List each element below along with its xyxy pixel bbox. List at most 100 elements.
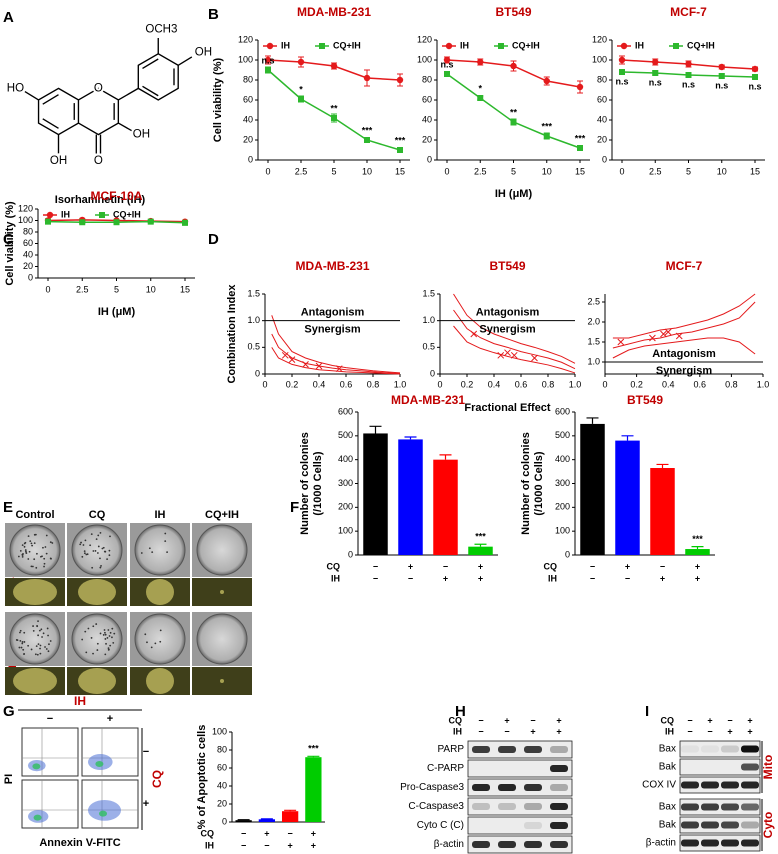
- colony-speck: [109, 631, 112, 634]
- y-tick-label: 20: [217, 798, 227, 808]
- y-tick-label: 2.5: [587, 296, 600, 306]
- flow-y-label: PI: [3, 774, 15, 784]
- colony-speck: [42, 632, 45, 635]
- data-point: [504, 349, 511, 357]
- point: [685, 60, 692, 68]
- compound-name: Isorhamnetin (IH): [55, 194, 146, 206]
- colony-speck: [47, 650, 50, 653]
- population: [88, 800, 121, 821]
- y-tick-label: 100: [592, 54, 607, 64]
- colony-speck: [85, 651, 88, 654]
- population-core: [99, 810, 107, 817]
- colony-speck: [31, 565, 34, 568]
- bond: [118, 87, 139, 101]
- point: [577, 145, 583, 151]
- condition-sign: −: [241, 840, 246, 850]
- x-tick-label: 0.8: [542, 379, 555, 389]
- condition-sign: −: [408, 573, 413, 583]
- x-tick-label: 0.6: [694, 379, 707, 389]
- ring-b: [137, 52, 179, 101]
- point: [477, 58, 484, 66]
- legend-marker: [266, 42, 274, 50]
- point: [363, 74, 371, 82]
- band: [721, 764, 739, 771]
- y-tick-label: 80: [243, 74, 253, 84]
- colony: [220, 679, 224, 683]
- data-point: [660, 330, 667, 338]
- colony-speck: [31, 544, 34, 547]
- y-tick-label: 0.5: [422, 342, 435, 352]
- panel-label: D: [208, 231, 219, 248]
- x-tick-label: 0.2: [286, 379, 299, 389]
- flow-x-label: Annexin V-FITC: [39, 837, 120, 849]
- error-bar: [307, 755, 320, 758]
- y-tick-label: 0: [248, 154, 253, 164]
- colony-speck: [97, 545, 100, 548]
- y-tick-label: 1.5: [247, 288, 260, 298]
- bar: [580, 423, 605, 555]
- point: [45, 218, 51, 225]
- significance-label: *: [478, 83, 482, 93]
- colony-speck: [41, 636, 43, 638]
- column-label: IH: [155, 509, 166, 521]
- colony: [146, 668, 174, 694]
- blot-frame: [467, 778, 573, 797]
- significance-label: *: [299, 84, 303, 94]
- error-bar: [621, 435, 634, 441]
- colony-speck: [148, 547, 151, 550]
- colony-speck: [33, 542, 36, 545]
- plate-photo: [134, 524, 186, 576]
- y-tick-label: 100: [18, 215, 33, 225]
- flow-row: +: [143, 798, 149, 810]
- condition-sign: −: [504, 726, 509, 736]
- x-tick-label: 0.4: [662, 379, 675, 389]
- band: [721, 803, 739, 811]
- y-tick-label: 300: [338, 478, 353, 488]
- x-tick-label: 10: [146, 284, 156, 294]
- x-tick-label: 0.2: [630, 379, 643, 389]
- blot-label: Bak: [659, 820, 677, 831]
- significance-label: ***: [395, 135, 406, 145]
- condition-sign: +: [504, 715, 509, 725]
- blot-frame: [679, 798, 761, 816]
- condition-sign: +: [530, 726, 535, 736]
- blot-frame: [679, 758, 761, 776]
- y-tick-label: 40: [422, 114, 432, 124]
- error-bar: [404, 436, 417, 440]
- condition-sign: −: [590, 561, 595, 571]
- colony-speck: [90, 637, 93, 639]
- section-label: Cyto: [761, 812, 775, 839]
- panel-label: I: [645, 703, 649, 720]
- chart-title: BT549: [489, 259, 525, 273]
- ci-curve: [453, 293, 576, 364]
- colony-speck: [89, 544, 92, 547]
- colony-speck: [146, 641, 148, 644]
- y-tick-label: 100: [338, 526, 353, 536]
- y-tick-label: 1.0: [247, 315, 260, 325]
- condition-label: IH: [331, 573, 340, 583]
- band: [472, 746, 490, 753]
- flow-plot: [21, 779, 79, 829]
- colony-speck: [44, 546, 47, 548]
- y-tick-label: 200: [338, 502, 353, 512]
- x-tick-label: 0.2: [461, 379, 474, 389]
- colony-speck: [33, 533, 36, 536]
- colony-speck: [140, 552, 143, 554]
- x-tick-label: 1.0: [394, 379, 407, 389]
- y-tick-label: 400: [555, 454, 570, 464]
- y-tick-label: 500: [338, 430, 353, 440]
- colony-speck: [81, 555, 84, 558]
- colony-speck: [104, 638, 107, 640]
- blot-label: Bax: [659, 802, 676, 813]
- condition-label: CQ: [661, 715, 675, 725]
- legend-label: CQ+IH: [687, 40, 715, 50]
- band: [472, 765, 490, 772]
- colony-speck: [30, 542, 33, 545]
- y-tick-label: 100: [417, 54, 432, 64]
- colony-speck: [40, 628, 43, 631]
- colony-speck: [103, 629, 106, 631]
- legend-marker: [498, 43, 504, 49]
- point: [543, 133, 550, 139]
- y-tick-label: 100: [212, 726, 227, 736]
- point: [752, 74, 758, 80]
